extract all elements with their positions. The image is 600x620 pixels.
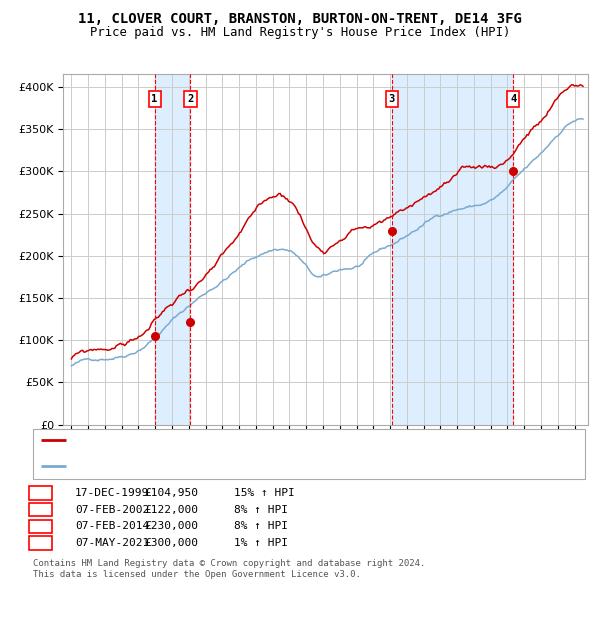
Text: 8% ↑ HPI: 8% ↑ HPI	[234, 521, 288, 531]
Text: £300,000: £300,000	[144, 538, 198, 548]
Text: 11, CLOVER COURT, BRANSTON, BURTON-ON-TRENT, DE14 3FG: 11, CLOVER COURT, BRANSTON, BURTON-ON-TR…	[78, 12, 522, 27]
Text: 07-MAY-2021: 07-MAY-2021	[75, 538, 149, 548]
Text: 8% ↑ HPI: 8% ↑ HPI	[234, 505, 288, 515]
Text: 4: 4	[37, 538, 44, 548]
Text: 07-FEB-2014: 07-FEB-2014	[75, 521, 149, 531]
Text: 17-DEC-1999: 17-DEC-1999	[75, 488, 149, 498]
Text: 1: 1	[151, 94, 158, 104]
Text: 1% ↑ HPI: 1% ↑ HPI	[234, 538, 288, 548]
Text: Contains HM Land Registry data © Crown copyright and database right 2024.
This d: Contains HM Land Registry data © Crown c…	[33, 559, 425, 578]
Text: 2: 2	[37, 505, 44, 515]
Text: 07-FEB-2002: 07-FEB-2002	[75, 505, 149, 515]
Text: 2: 2	[187, 94, 194, 104]
Text: 1: 1	[37, 488, 44, 498]
Text: 4: 4	[510, 94, 517, 104]
Text: £104,950: £104,950	[144, 488, 198, 498]
Bar	[155, 74, 190, 425]
Text: 15% ↑ HPI: 15% ↑ HPI	[234, 488, 295, 498]
Text: 11, CLOVER COURT, BRANSTON, BURTON-ON-TRENT, DE14 3FG (detached house): 11, CLOVER COURT, BRANSTON, BURTON-ON-TR…	[71, 435, 508, 445]
Text: £230,000: £230,000	[144, 521, 198, 531]
Text: Price paid vs. HM Land Registry's House Price Index (HPI): Price paid vs. HM Land Registry's House …	[90, 26, 510, 39]
Bar	[392, 74, 514, 425]
Text: HPI: Average price, detached house, East Staffordshire: HPI: Average price, detached house, East…	[71, 461, 409, 471]
Text: £122,000: £122,000	[144, 505, 198, 515]
Text: 3: 3	[389, 94, 395, 104]
Text: 3: 3	[37, 521, 44, 531]
